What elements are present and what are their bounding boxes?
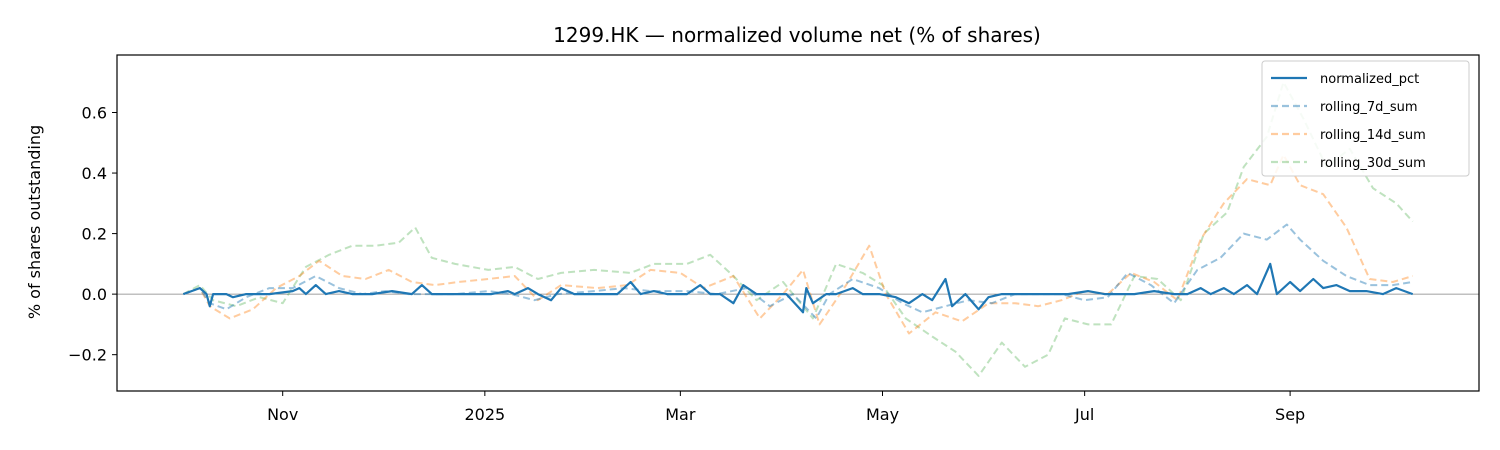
legend-label: rolling_30d_sum [1320,156,1426,171]
y-tick-label: 0.6 [82,104,107,123]
legend-label: normalized_pct [1320,72,1419,87]
y-tick-label: 0.0 [82,285,107,304]
legend-label: rolling_14d_sum [1320,128,1426,143]
legend-box [1261,60,1470,177]
y-axis: −0.2 0.0 0.2 0.4 0.6 [68,104,117,365]
series-line-rolling-30d-sum [182,81,1414,377]
x-tick-label: Sep [1275,405,1305,424]
plot-area: −0.2 0.0 0.2 0.4 0.6 Nov 2025 Mar May Jul Sep [68,54,1480,424]
series-layer [182,81,1414,377]
x-tick-label: Nov [267,405,298,424]
y-tick-label: 0.4 [82,164,107,183]
legend: normalized_pct rolling_7d_sum rolling_14d_… [1261,60,1470,177]
x-tick-label: 2025 [464,405,505,424]
x-tick-label: Mar [665,405,696,424]
x-axis: Nov 2025 Mar May Jul Sep [267,391,1305,424]
legend-label: rolling_7d_sum [1320,100,1418,115]
chart-title: 1299.HK — normalized volume net (% of sh… [553,23,1041,47]
x-tick-label: Jul [1074,405,1094,424]
series-line-rolling-7d-sum [182,223,1413,320]
plot-frame [116,54,1480,392]
y-axis-label: % of shares outstanding [25,125,44,319]
y-tick-label: 0.2 [82,225,107,244]
y-tick-label: −0.2 [68,346,107,365]
series-line-normalized-pct [182,262,1414,314]
x-tick-label: May [866,405,899,424]
